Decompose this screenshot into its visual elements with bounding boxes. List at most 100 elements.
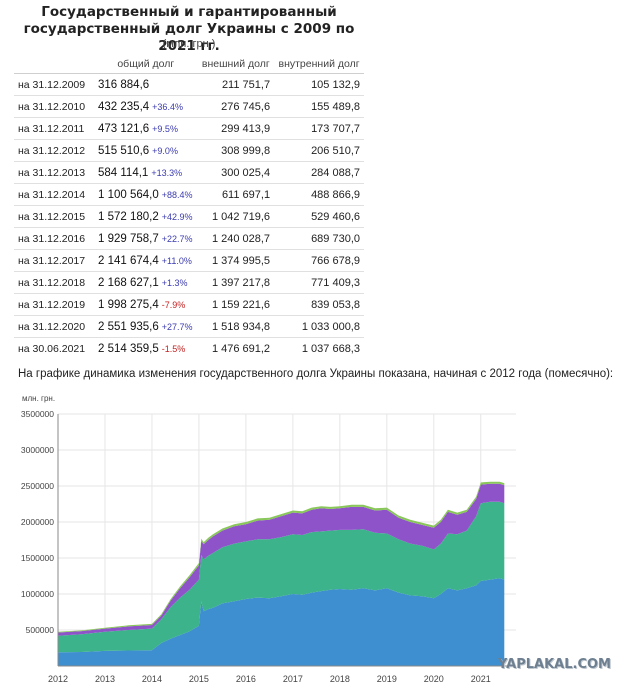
row-total-cell: 316 884,6 (94, 73, 198, 96)
row-external: 1 240 028,7 (197, 227, 275, 250)
row-total: 1 929 758,7 (98, 232, 159, 245)
y-axis-label: млн. грн. (22, 394, 55, 403)
table-row: на 31.12.2016 1 929 758,7 +22.7% 1 240 028,… (14, 227, 364, 250)
row-external: 1 159 221,6 (197, 293, 275, 316)
row-external: 276 745,6 (197, 95, 275, 118)
row-external: 1 518 934,8 (197, 315, 275, 338)
x-tick-label: 2014 (142, 674, 162, 684)
row-external: 308 999,8 (197, 139, 275, 162)
row-internal: 488 866,9 (274, 183, 364, 206)
page-title: Государственный и гарантированный госуда… (14, 4, 364, 55)
y-tick-label: 2000000 (21, 517, 54, 527)
x-tick-label: 2020 (424, 674, 444, 684)
row-date: на 31.12.2017 (14, 249, 94, 272)
row-date: на 31.12.2009 (14, 73, 94, 96)
row-change-badge: +11.0% (161, 255, 192, 266)
table-row: на 31.12.2019 1 998 275,4 -7.9% 1 159 221,6… (14, 293, 364, 316)
row-external: 611 697,1 (197, 183, 275, 206)
y-tick-label: 2500000 (21, 481, 54, 491)
row-change-badge: +88.4% (161, 189, 193, 200)
row-date: на 31.12.2020 (14, 315, 94, 338)
row-total-cell: 473 121,6 +9.5% (94, 117, 198, 140)
row-date: на 31.12.2013 (14, 161, 94, 184)
row-total: 473 121,6 (98, 122, 150, 135)
row-change-badge: +9.0% (152, 145, 178, 156)
table-row: на 31.12.2018 2 168 627,1 +1.3% 1 397 217,8… (14, 271, 364, 294)
row-total-cell: 1 572 180,2 +42.9% (94, 205, 198, 228)
row-change-badge: +1.3% (161, 277, 188, 288)
row-total: 584 114,1 (98, 166, 149, 179)
row-change-badge: +42.9% (161, 211, 193, 222)
row-internal: 173 707,7 (274, 117, 364, 140)
row-total-cell: 432 235,4 +36.4% (94, 95, 198, 118)
row-internal: 529 460,6 (274, 205, 364, 228)
x-tick-label: 2018 (330, 674, 350, 684)
row-change-badge: -1.5% (161, 343, 186, 354)
row-internal: 1 033 000,8 (274, 315, 364, 338)
table-row: на 30.06.2021 2 514 359,5 -1.5% 1 476 691,2… (14, 337, 364, 359)
table-row: на 31.12.2012 515 510,6 +9.0% 308 999,8 206 … (14, 139, 364, 162)
table-row: на 31.12.2013 584 114,1 +13.3% 300 025,4 284… (14, 161, 364, 184)
row-date: на 30.06.2021 (14, 337, 94, 359)
row-external: 299 413,9 (197, 117, 275, 140)
row-internal: 155 489,8 (274, 95, 364, 118)
row-total-cell: 515 510,6 +9.0% (94, 139, 198, 162)
row-internal: 206 510,7 (274, 139, 364, 162)
x-tick-label: 2013 (95, 674, 115, 684)
row-change-badge: +27.7% (161, 321, 193, 332)
row-total: 1 572 180,2 (98, 210, 159, 223)
x-tick-label: 2016 (236, 674, 256, 684)
table-row: на 31.12.2009 316 884,6 211 751,7 105 132,9 (14, 73, 364, 96)
row-change-badge: +9.5% (152, 123, 178, 134)
table-row: на 31.12.2017 2 141 674,4 +11.0% 1 374 995,… (14, 249, 364, 272)
row-total: 1 100 564,0 (98, 188, 159, 201)
y-tick-label: 3000000 (21, 445, 54, 455)
row-total-cell: 584 114,1 +13.3% (94, 161, 198, 184)
chart-caption: На графике динамика изменения государств… (18, 368, 614, 380)
table-row: на 31.12.2014 1 100 564,0 +88.4% 611 697,1 4… (14, 183, 364, 206)
row-external: 1 042 719,6 (197, 205, 275, 228)
column-header-date (14, 54, 94, 74)
row-date: на 31.12.2011 (14, 117, 94, 140)
row-total-cell: 1 929 758,7 +22.7% (94, 227, 198, 250)
row-total-cell: 2 514 359,5 -1.5% (94, 337, 198, 359)
row-total-cell: 1 998 275,4 -7.9% (94, 293, 198, 316)
row-external: 1 476 691,2 (197, 337, 275, 359)
row-total-cell: 2 141 674,4 +11.0% (94, 249, 198, 272)
watermark-shadow: YAPLAKAL.COM (498, 658, 612, 673)
row-internal: 689 730,0 (274, 227, 364, 250)
title-line-2: государственный долг Украины с 2009 по 2… (23, 21, 355, 54)
row-date: на 31.12.2010 (14, 95, 94, 118)
row-total-cell: 1 100 564,0 +88.4% (94, 183, 198, 206)
row-total: 2 168 627,1 (98, 276, 159, 289)
watermark: YAPLAKAL.COM (497, 657, 611, 672)
row-total-cell: 2 551 935,6 +27.7% (94, 315, 198, 338)
table-row: на 31.12.2015 1 572 180,2 +42.9% 1 042 719,… (14, 205, 364, 228)
row-internal: 105 132,9 (274, 73, 364, 96)
row-date: на 31.12.2019 (14, 293, 94, 316)
table-row: на 31.12.2010 432 235,4 +36.4% 276 745,6 155… (14, 95, 364, 118)
row-internal: 839 053,8 (274, 293, 364, 316)
row-internal: 766 678,9 (274, 249, 364, 272)
row-change-badge: -7.9% (161, 299, 186, 310)
row-date: на 31.12.2015 (14, 205, 94, 228)
row-total: 432 235,4 (98, 100, 150, 113)
y-tick-label: 500000 (26, 625, 55, 635)
row-external: 211 751,7 (197, 73, 275, 96)
row-total: 2 514 359,5 (98, 342, 159, 355)
row-date: на 31.12.2018 (14, 271, 94, 294)
row-internal: 284 088,7 (274, 161, 364, 184)
row-external: 1 397 217,8 (197, 271, 275, 294)
x-tick-label: 2012 (48, 674, 68, 684)
table-body: на 31.12.2009 316 884,6 211 751,7 105 132,9… (14, 73, 364, 359)
row-internal: 1 037 668,3 (274, 337, 364, 359)
area-series-2 (58, 501, 505, 653)
column-header-external: внешний долг (197, 54, 275, 74)
row-internal: 771 409,3 (274, 271, 364, 294)
column-header-internal: внутренний долг (274, 54, 364, 74)
row-total-cell: 2 168 627,1 +1.3% (94, 271, 198, 294)
row-date: на 31.12.2012 (14, 139, 94, 162)
area-series-3 (58, 483, 505, 636)
y-tick-label: 3500000 (21, 409, 54, 419)
row-total: 2 141 674,4 (98, 254, 159, 267)
